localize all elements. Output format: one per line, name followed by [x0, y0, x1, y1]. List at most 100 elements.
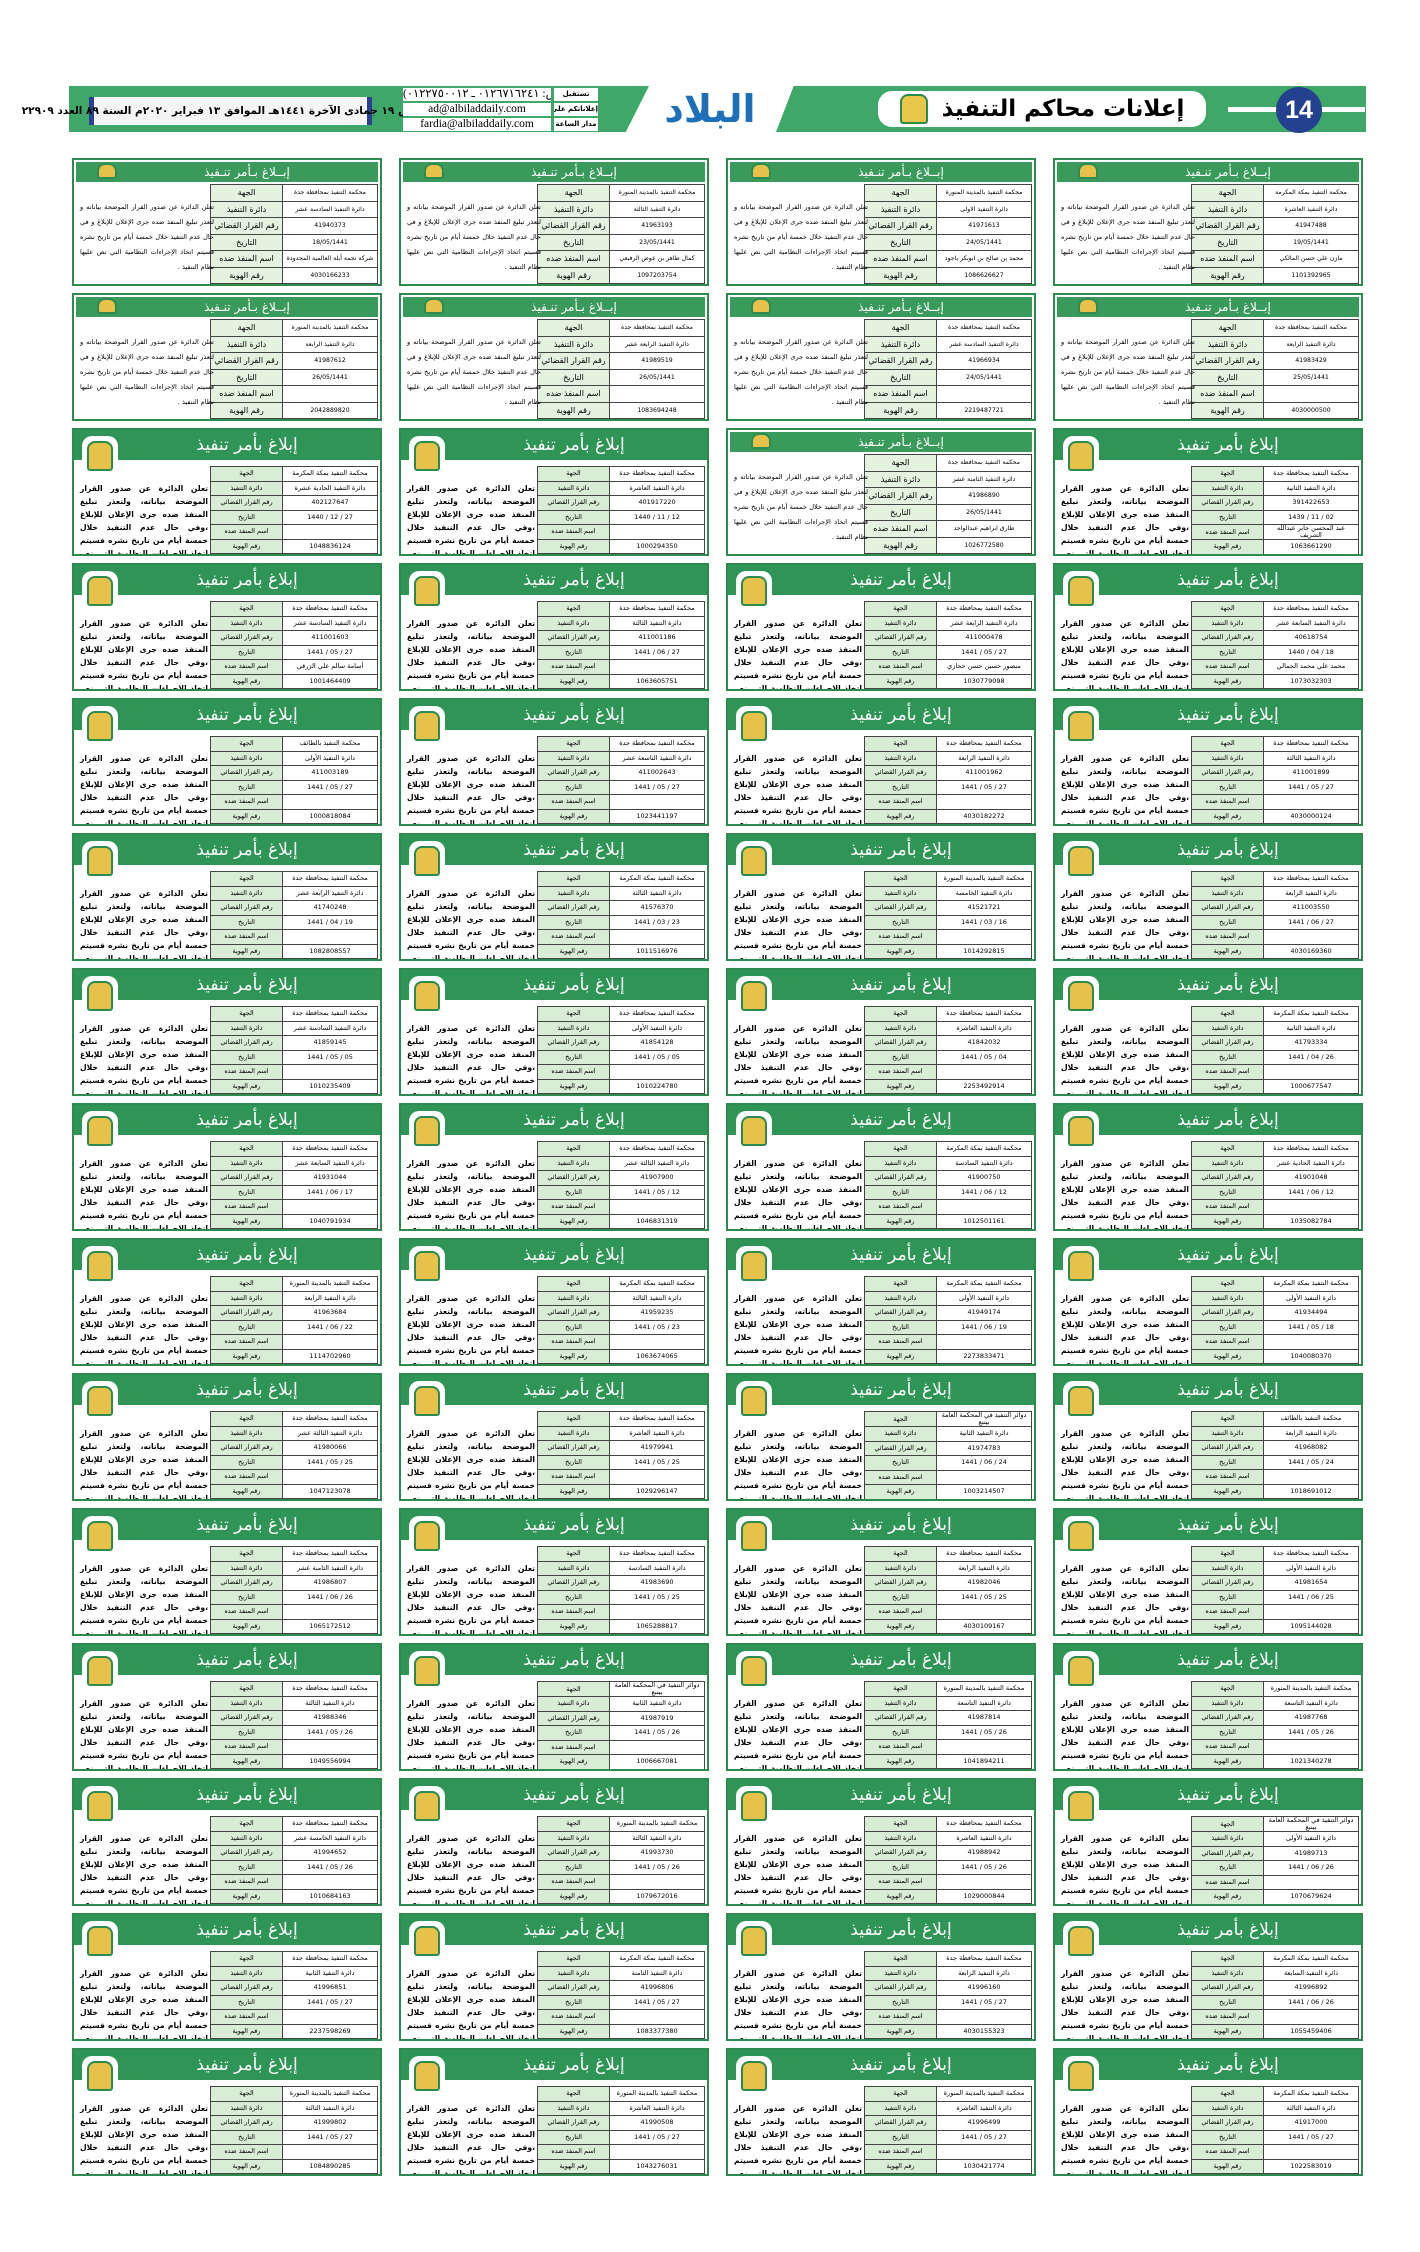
notice-label-court: الجهة — [210, 1276, 283, 1292]
notice-value-date: 27 / 05 / 1441 — [936, 779, 1032, 795]
notice-label-court: الجهة — [210, 1681, 283, 1697]
notice-row-circle: دائرة التنفيذ الثامنة دائرة التنفيذ — [537, 1965, 705, 1981]
notice-label-circle: دائرة التنفيذ — [864, 615, 937, 631]
notice-value-id: 1063661290 — [1263, 539, 1359, 554]
notice-table: محكمة التنفيذ بمحافظة جدة الجهة دائرة التن… — [537, 1141, 705, 1229]
notice-label-decision: رقم القرار القضائي — [537, 1440, 610, 1456]
notice-label-date: التاريخ — [537, 233, 610, 251]
notice-value-decision: 40618754 — [1263, 630, 1359, 646]
notice-row-name: اسم المنفذ ضده — [210, 1199, 378, 1215]
ministry-emblem-icon — [82, 436, 118, 476]
ministry-emblem-icon — [736, 1111, 772, 1151]
notice-title: إبلاغ بأمر تنفيذ — [728, 2050, 1034, 2080]
notice-row-court: محكمة التنفيذ بالمدينة المنورة الجهة — [537, 184, 705, 202]
notice-row-id: 4030166233 رقم الهوية — [210, 266, 378, 284]
ad-email[interactable]: ad@albiladdaily.com — [403, 103, 551, 116]
notice-value-name: محمد بن صالح بن ابوبكر باجود — [936, 250, 1032, 268]
notice-row-id: 1065288817 رقم الهوية — [537, 1618, 705, 1634]
ministry-emblem-icon — [82, 1111, 118, 1151]
notice-value-circle: دائرة التنفيذ الثالثة — [609, 1830, 705, 1846]
notice-value-circle: دائرة التنفيذ السابعة عشر — [1263, 615, 1359, 631]
notice-value-name — [936, 1604, 1032, 1620]
notice-title: إبلاغ بأمر تنفيذ — [1055, 1510, 1361, 1540]
notice-value-decision: 391422653 — [1263, 495, 1359, 511]
notice-value-circle: دائرة التنفيذ الأولى — [1263, 1290, 1359, 1306]
notice-row-circle: دائرة التنفيذ السادسة دائرة التنفيذ — [864, 1155, 1032, 1171]
section-title: إعلانات محاكم التنفيذ — [941, 96, 1185, 122]
notice-value-circle: دائرة التنفيذ الرابعة — [936, 750, 1032, 766]
notice-label-date: التاريخ — [210, 2129, 283, 2145]
notice-row-decision: 41940373 رقم القرار القضائي — [210, 217, 378, 235]
notice-value-circle: دائرة التنفيذ الرابعة — [936, 1560, 1032, 1576]
notice-label-date: التاريخ — [210, 368, 283, 386]
notice-row-decision: 41901048 رقم القرار القضائي — [1191, 1170, 1359, 1186]
notice-card: إبلاغ بأمر تنفيذ محكمة التنفيذ بمكة المك… — [1053, 2048, 1363, 2176]
notice-card: إبــلاغ بـأمر تنـفيذ محكمة التنفيذ بالمد… — [726, 158, 1036, 286]
notice-row-name: اسم المنفذ ضده — [210, 1739, 378, 1755]
notice-label-name: اسم المنفذ ضده — [864, 1064, 937, 1080]
notice-row-circle: دائرة التنفيذ العاشرة دائرة التنفيذ — [864, 1020, 1032, 1036]
notice-row-court: محكمة التنفيذ بالمدينة المنورة الجهة — [537, 2086, 705, 2102]
notice-row-name: اسم المنفذ ضده — [864, 1874, 1032, 1890]
notice-label-date: التاريخ — [537, 644, 610, 660]
notice-body: تعلن الدائرة عن صدور القرار الموضحة بيان… — [80, 1969, 208, 2041]
notice-row-decision: 411001899 رقم القرار القضائي — [1191, 765, 1359, 781]
notice-value-id: 4030169360 — [1263, 943, 1359, 959]
notice-card: إبــلاغ بـأمر تنـفيذ محكمة التنفيذ بالمد… — [72, 293, 382, 421]
notice-label-court: الجهة — [1191, 1681, 1264, 1697]
notice-row-circle: دائرة التنفيذ الثالثة دائرة التنفيذ — [537, 1290, 705, 1306]
notice-label-court: الجهة — [864, 1141, 937, 1157]
notice-value-date: 04 / 05 / 1441 — [936, 1049, 1032, 1065]
notice-card: إبلاغ بأمر تنفيذ محكمة التنفيذ بالطائف ال… — [1053, 1373, 1363, 1501]
notice-body: تعلن الدائرة عن صدور القرار الموضحة بيان… — [80, 1159, 208, 1231]
notice-row-name: عبد المحسن جابر عبدالله الشريف اسم المنفذ… — [1191, 524, 1359, 540]
notice-value-court: محكمة التنفيذ بمحافظة جدة — [1263, 871, 1359, 887]
notice-value-id: 1041894211 — [936, 1753, 1032, 1769]
notice-label-name: اسم المنفذ ضده — [1191, 1469, 1264, 1485]
notice-row-id: 1023441197 رقم الهوية — [537, 808, 705, 824]
notice-table: محكمة التنفيذ بمكة المكرمة الجهة دائرة الت… — [1191, 2086, 1359, 2174]
notice-row-circle: دائرة التنفيذ الرابعة عشر دائرة التنفيذ — [210, 885, 378, 901]
notice-label-name: اسم المنفذ ضده — [1191, 385, 1264, 403]
notice-value-date: 12 / 05 / 1441 — [609, 1184, 705, 1200]
notice-label-name: اسم المنفذ ضده — [1191, 1874, 1264, 1890]
ministry-emblem-icon — [748, 297, 774, 315]
notice-row-decision: 41793334 رقم القرار القضائي — [1191, 1035, 1359, 1051]
notice-value-date: 17 / 06 / 1441 — [282, 1184, 378, 1200]
notice-label-decision: رقم القرار القضائي — [537, 765, 610, 781]
notice-value-circle: دائرة التنفيذ الأولى — [1263, 1831, 1359, 1847]
notice-label-decision: رقم القرار القضائي — [864, 352, 937, 370]
notice-label-id: رقم الهوية — [210, 538, 283, 554]
notice-row-circle: دائرة التنفيذ الاولى دائرة التنفيذ — [864, 200, 1032, 218]
notice-label-date: التاريخ — [210, 914, 283, 930]
notice-label-name: اسم المنفذ ضده — [864, 250, 937, 268]
notice-title: إبلاغ بأمر تنفيذ — [401, 1375, 707, 1405]
notice-value-name — [936, 385, 1032, 403]
fardia-email[interactable]: fardia@albiladdaily.com — [403, 118, 551, 131]
ministry-emblem-icon — [409, 1246, 445, 1286]
notice-table: محكمة التنفيذ بمحافظة جدة الجهة دائرة التن… — [864, 319, 1032, 419]
notice-label-date: التاريخ — [210, 1994, 283, 2010]
notice-card: إبلاغ بأمر تنفيذ محكمة التنفيذ بمكة المك… — [399, 1238, 709, 1366]
notice-row-court: محكمة التنفيذ بمحافظة جدة الجهة — [1191, 466, 1359, 482]
notice-row-circle: دائرة التنفيذ الرابعة دائرة التنفيذ — [1191, 885, 1359, 901]
notice-label-circle: دائرة التنفيذ — [537, 1425, 610, 1441]
notice-value-date: 18/05/1441 — [282, 233, 378, 251]
notice-value-name — [1263, 1334, 1359, 1350]
notice-label-decision: رقم القرار القضائي — [1191, 1845, 1264, 1861]
notice-row-court: محكمة التنفيذ بمحافظة جدة الجهة — [537, 319, 705, 337]
notice-value-id: 1023441197 — [609, 808, 705, 824]
notice-label-date: التاريخ — [210, 1859, 283, 1875]
notice-value-decision: 401917220 — [609, 495, 705, 511]
notice-label-decision: رقم القرار القضائي — [210, 1170, 283, 1186]
notice-value-name — [282, 1199, 378, 1215]
notice-label-name: اسم المنفذ ضده — [864, 659, 937, 675]
notice-label-decision: رقم القرار القضائي — [210, 1575, 283, 1591]
notice-value-decision: 41974783 — [936, 1440, 1032, 1456]
notice-title: إبلاغ بأمر تنفيذ — [74, 835, 380, 865]
notice-value-name — [936, 2144, 1032, 2160]
ministry-emblem-icon — [409, 1786, 445, 1826]
notice-row-id: 1035082784 رقم الهوية — [1191, 1213, 1359, 1229]
notice-label-id: رقم الهوية — [537, 1348, 610, 1364]
notice-label-id: رقم الهوية — [864, 673, 937, 689]
